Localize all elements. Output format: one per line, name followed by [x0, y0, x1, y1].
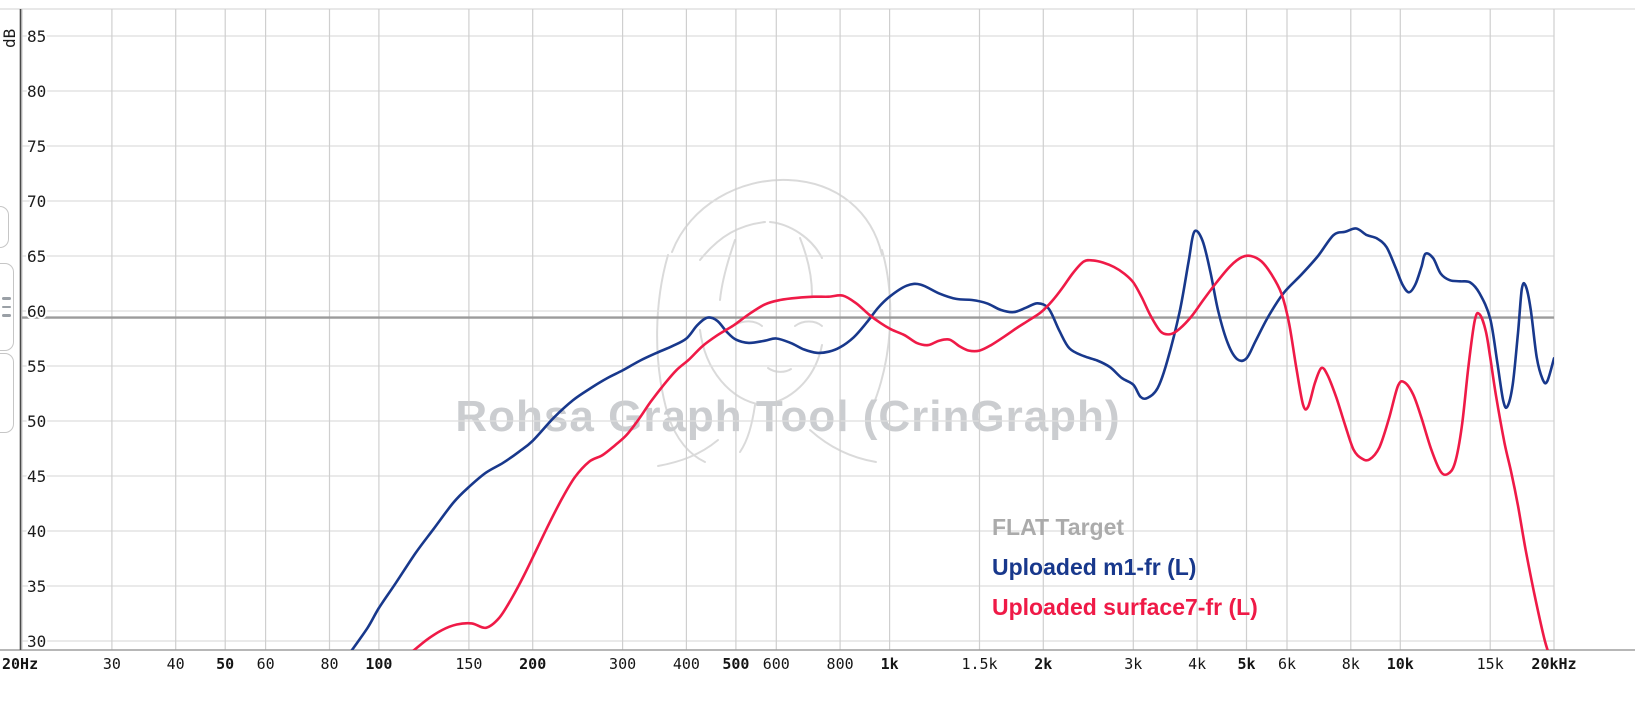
svg-text:55: 55: [27, 357, 46, 376]
svg-text:200: 200: [519, 655, 546, 673]
svg-text:800: 800: [827, 655, 854, 673]
svg-text:1k: 1k: [881, 655, 899, 673]
svg-text:60: 60: [27, 302, 46, 321]
svg-text:45: 45: [27, 467, 46, 486]
svg-text:60: 60: [257, 655, 275, 673]
menu-toggle-button[interactable]: [0, 263, 14, 351]
panel-tab-top[interactable]: [0, 206, 9, 248]
svg-text:50: 50: [27, 412, 46, 431]
svg-text:40: 40: [27, 522, 46, 541]
svg-text:40: 40: [167, 655, 185, 673]
fr-curve-0: [350, 227, 1554, 650]
panel-tab-bottom[interactable]: [0, 353, 14, 433]
svg-text:75: 75: [27, 137, 46, 156]
watermark-title: Rohsa Graph Tool (CrinGraph): [455, 392, 1121, 441]
hamburger-icon: [2, 305, 11, 309]
svg-text:80: 80: [320, 655, 338, 673]
legend-m1-fr[interactable]: Uploaded m1-fr (L): [992, 554, 1197, 580]
svg-text:100: 100: [365, 655, 392, 673]
svg-text:4k: 4k: [1188, 655, 1206, 673]
svg-text:70: 70: [27, 192, 46, 211]
svg-text:5k: 5k: [1237, 655, 1255, 673]
svg-text:65: 65: [27, 247, 46, 266]
svg-text:20Hz: 20Hz: [2, 655, 38, 673]
hamburger-icon: [2, 314, 11, 317]
svg-text:500: 500: [722, 655, 749, 673]
fr-curve-1: [412, 254, 1549, 650]
legend-surface7-fr[interactable]: Uploaded surface7-fr (L): [992, 594, 1258, 620]
svg-text:400: 400: [673, 655, 700, 673]
svg-text:300: 300: [609, 655, 636, 673]
svg-text:85: 85: [27, 27, 46, 46]
svg-text:8k: 8k: [1342, 655, 1360, 673]
svg-text:1.5k: 1.5k: [961, 655, 997, 673]
svg-text:30: 30: [27, 632, 46, 651]
svg-text:20kHz: 20kHz: [1531, 655, 1576, 673]
hamburger-icon: [2, 297, 11, 300]
svg-text:35: 35: [27, 577, 46, 596]
svg-text:30: 30: [103, 655, 121, 673]
svg-text:600: 600: [763, 655, 790, 673]
svg-text:15k: 15k: [1477, 655, 1504, 673]
svg-text:80: 80: [27, 82, 46, 101]
svg-text:50: 50: [216, 655, 234, 673]
svg-text:3k: 3k: [1124, 655, 1142, 673]
svg-text:10k: 10k: [1387, 655, 1414, 673]
y-axis-unit: dB: [0, 29, 19, 48]
legend-flat-target[interactable]: FLAT Target: [992, 514, 1125, 540]
svg-text:2k: 2k: [1034, 655, 1052, 673]
svg-text:6k: 6k: [1278, 655, 1296, 673]
chart-legend: FLAT Target Uploaded m1-fr (L) Uploaded …: [992, 514, 1258, 634]
svg-text:150: 150: [455, 655, 482, 673]
